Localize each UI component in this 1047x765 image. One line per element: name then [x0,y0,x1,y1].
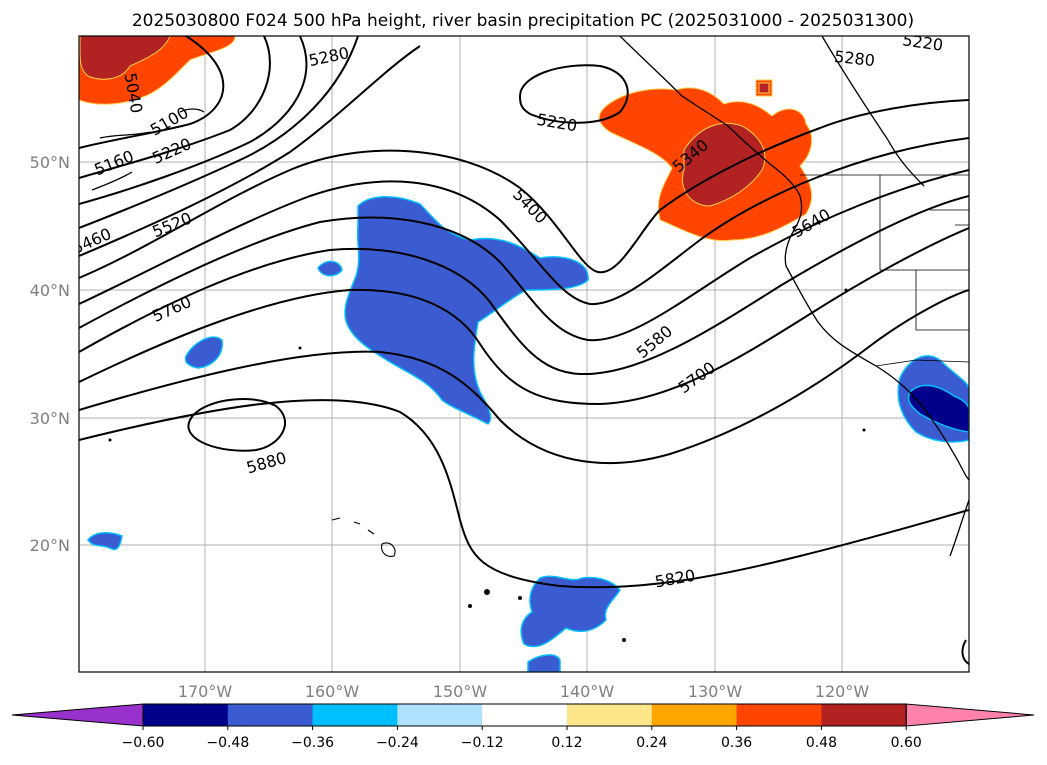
map-frame [78,35,970,673]
contour-label: 5280 [833,47,875,70]
colorbar-tick-label: −0.36 [291,735,334,751]
positive-anomaly-pacific-northwest [598,79,813,242]
colorbar-segment [397,704,483,726]
longitude-labels: 170°W 160°W 150°W 140°W 130°W 120°W [178,682,870,701]
lat-label: 30°N [30,409,70,428]
small-islands [108,288,866,642]
colorbar-segment [821,704,907,726]
map-area: 5280 5220 5040 5100 5160 5220 5460 5520 … [79,30,969,672]
colorbar-segment [651,704,738,726]
colorbar-tick-label: 0.48 [806,735,837,751]
lat-label: 40°N [30,281,70,300]
lon-label: 160°W [305,682,360,701]
colorbar-segment [143,704,229,726]
colorbar-segment [227,704,314,726]
colorbar-segment [482,704,568,726]
colorbar-tick-label: 0.60 [891,735,922,751]
colorbar-tick-label: 0.24 [636,735,667,751]
colorbar-extend-high [905,703,1035,727]
colorbar-tick-label: −0.48 [206,735,249,751]
lon-label: 140°W [560,682,615,701]
lon-label: 130°W [688,682,743,701]
lon-label: 170°W [178,682,233,701]
country-borders [800,174,969,367]
positive-anomaly-northwest [79,36,236,105]
colorbar-tick-label: −0.24 [376,735,419,751]
colorbar-segment [736,704,822,726]
colorbar-segment [312,704,398,726]
latitude-labels: 50°N 40°N 30°N 20°N [30,153,70,555]
height-contours [79,36,969,665]
colorbar-tick-label: 0.36 [721,735,752,751]
contour-label: 5220 [901,30,944,54]
figure-title: 2025030800 F024 500 hPa height, river ba… [132,11,914,31]
colorbar-extend-low [11,703,144,727]
lat-label: 20°N [30,536,70,555]
lon-label: 120°W [815,682,870,701]
negative-anomaly-southern-california [897,355,969,443]
colorbar: −0.60 −0.48 −0.36 −0.24 −0.12 0.12 0.24 0.36 0.4… [11,703,1035,751]
hawaii-islands [331,517,396,557]
colorbar-segment [567,704,653,726]
colorbar-tick-label: 0.12 [551,735,582,751]
lon-label: 150°W [433,682,488,701]
colorbar-frame [142,703,907,727]
colorbar-tick-label: −0.12 [461,735,504,751]
lat-label: 50°N [30,153,70,172]
colorbar-tick-label: −0.60 [122,735,165,751]
